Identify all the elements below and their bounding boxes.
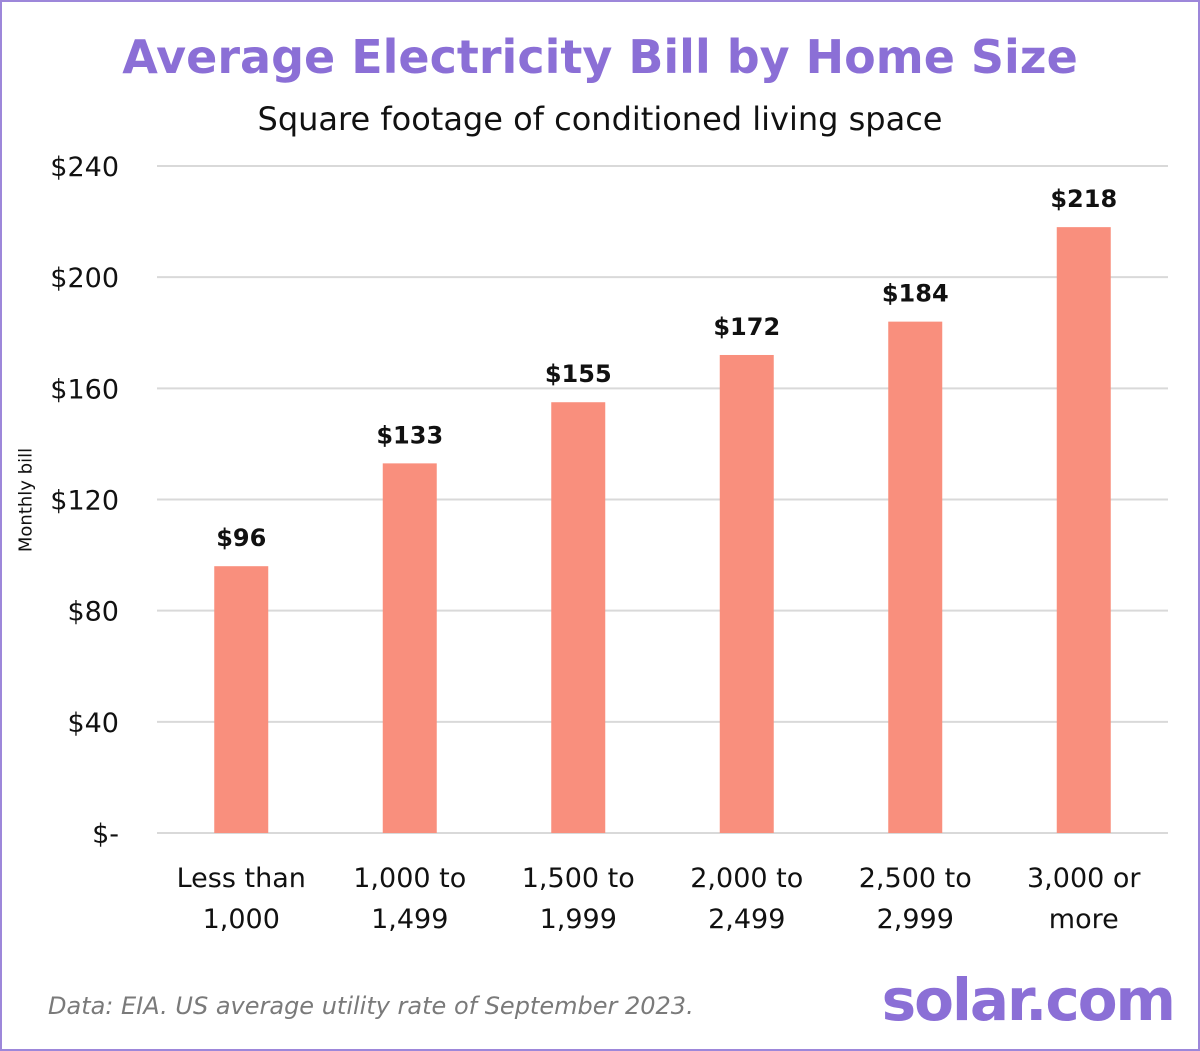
x-tick-label: 2,500 to — [859, 863, 972, 894]
y-tick-label: $240 — [50, 152, 119, 183]
bar — [719, 354, 774, 833]
bars — [214, 227, 1111, 833]
bar — [214, 566, 269, 833]
y-axis-label: Monthly bill — [15, 447, 37, 553]
x-tick-label: 1,500 to — [522, 863, 635, 894]
bar-value-label: $155 — [545, 360, 612, 388]
x-tick-label: Less than — [177, 863, 306, 894]
y-axis-ticks: $- $40 $80 $120 $160 $200 $240 — [50, 152, 119, 850]
y-tick-label: $- — [92, 819, 119, 850]
y-tick-label: $160 — [50, 374, 119, 405]
bar — [382, 463, 437, 833]
x-axis-ticks: Less than 1,000 1,000 to 1,499 1,500 to 1,999… — [177, 863, 1142, 935]
x-tick-label: 1,000 — [203, 904, 280, 935]
y-tick-label: $120 — [50, 486, 119, 517]
y-tick-label: $40 — [67, 708, 119, 739]
bar — [1056, 227, 1111, 833]
x-tick-label: 1,999 — [540, 904, 617, 935]
source-note: Data: EIA. US average utility rate of Se… — [48, 992, 694, 1020]
x-tick-label: 2,499 — [708, 904, 785, 935]
x-tick-label: 2,999 — [877, 904, 954, 935]
bar — [888, 321, 943, 833]
chart-subtitle: Square footage of conditioned living spa… — [257, 100, 943, 138]
gridlines — [157, 165, 1168, 834]
solar-com-logo: solar.com — [881, 966, 1176, 1034]
y-tick-label: $200 — [50, 263, 119, 294]
chart-title: Average Electricity Bill by Home Size — [122, 30, 1078, 84]
bar-value-label: $218 — [1050, 185, 1117, 213]
x-tick-label: 3,000 or — [1027, 863, 1141, 894]
x-tick-label: 2,000 to — [690, 863, 803, 894]
bar-value-label: $172 — [713, 313, 780, 341]
bar — [551, 402, 606, 833]
bar-value-label: $96 — [216, 524, 266, 552]
y-tick-label: $80 — [67, 597, 119, 628]
x-tick-label: more — [1049, 904, 1119, 935]
value-labels: $96 $133 $155 $172 $184 $218 — [216, 185, 1117, 552]
x-tick-label: 1,000 to — [353, 863, 466, 894]
bar-value-label: $133 — [376, 421, 443, 449]
bar-value-label: $184 — [882, 280, 949, 308]
x-tick-label: 1,499 — [371, 904, 448, 935]
